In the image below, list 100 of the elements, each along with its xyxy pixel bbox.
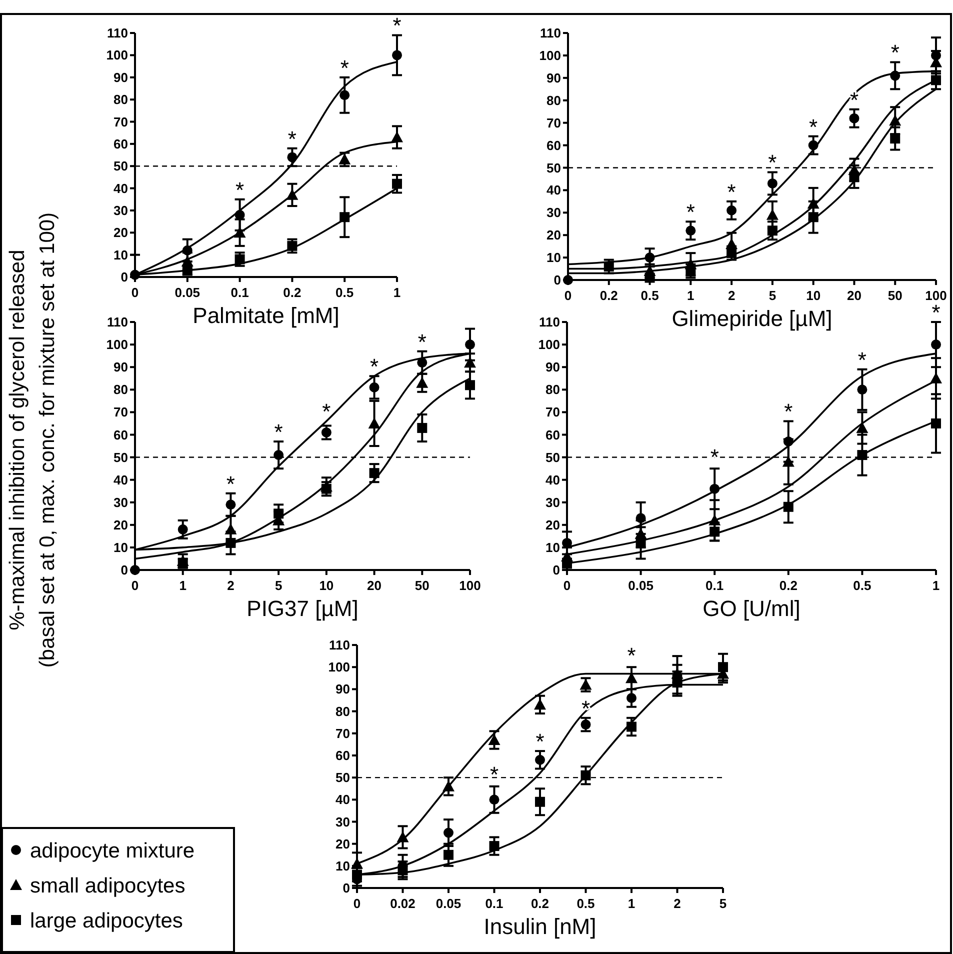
x-tick-label: 0 bbox=[564, 288, 572, 303]
y-tick-label: 30 bbox=[336, 814, 350, 830]
y-tick-label: 60 bbox=[114, 427, 128, 442]
annotation: * bbox=[418, 329, 427, 354]
x-tick-label: 0.05 bbox=[436, 896, 462, 911]
x-tick-label: 100 bbox=[925, 288, 947, 303]
y-tick-label: 80 bbox=[546, 92, 561, 108]
annotation: * bbox=[727, 179, 736, 204]
x-axis-title: PIG37 [µM] bbox=[246, 596, 358, 621]
y-tick-label: 50 bbox=[546, 450, 560, 465]
y-tick-label: 40 bbox=[114, 180, 128, 196]
y-tick-label: 0 bbox=[120, 270, 128, 285]
y-tick-label: 30 bbox=[114, 494, 128, 510]
y-tick-label: 0 bbox=[552, 562, 560, 578]
x-tick-label: 0.05 bbox=[628, 578, 654, 593]
annotation: * bbox=[932, 300, 941, 325]
x-tick-label: 0.5 bbox=[576, 896, 595, 911]
y-tick-label: 40 bbox=[546, 182, 561, 198]
x-tick-label: 1 bbox=[687, 288, 694, 303]
x-tick-label: 2 bbox=[728, 288, 736, 303]
y-tick-label: 50 bbox=[114, 450, 128, 465]
y-tick-label: 30 bbox=[546, 205, 561, 220]
y-tick-label: 10 bbox=[546, 540, 560, 556]
y-tick-label: 90 bbox=[546, 70, 561, 86]
annotation: * bbox=[226, 471, 236, 496]
x-tick-label: 0.5 bbox=[336, 285, 354, 300]
annotation: * bbox=[322, 399, 332, 424]
y-tick-label: 80 bbox=[114, 92, 128, 108]
x-tick-label: 1 bbox=[393, 285, 401, 300]
y-tick-label: 70 bbox=[114, 404, 128, 420]
y-tick-label: 20 bbox=[546, 228, 561, 243]
y-tick-label: 70 bbox=[114, 114, 128, 130]
y-tick-label: 110 bbox=[329, 638, 350, 653]
y-tick-label: 80 bbox=[114, 382, 128, 398]
x-axis-title: Palmitate [mM] bbox=[192, 303, 340, 328]
annotation: * bbox=[686, 200, 696, 225]
x-tick-label: 10 bbox=[806, 288, 821, 303]
y-tick-label: 100 bbox=[106, 337, 128, 352]
y-tick-label: 0 bbox=[120, 562, 128, 578]
x-tick-label: 10 bbox=[319, 578, 334, 593]
annotation: * bbox=[627, 642, 636, 668]
y-tick-label: 20 bbox=[114, 225, 128, 240]
x-axis-title: Glimepiride [µM] bbox=[672, 306, 832, 331]
x-tick-label: 0.5 bbox=[853, 578, 872, 593]
x-tick-label: 0.1 bbox=[706, 578, 724, 593]
x-tick-label: 50 bbox=[888, 288, 902, 303]
annotation: * bbox=[392, 13, 402, 38]
y-tick-label: 70 bbox=[546, 115, 561, 130]
y-axis-title: %-maximal inhibition of glycerol released (basal set at 0, max. conc. for mixture set at 100) bbox=[6, 212, 59, 668]
x-axis-title: Insulin [nM] bbox=[484, 914, 596, 939]
y-tick-label: 10 bbox=[546, 250, 561, 266]
x-tick-label: 0.5 bbox=[640, 288, 659, 303]
annotation: * bbox=[490, 762, 499, 788]
x-tick-label: 2 bbox=[227, 578, 234, 593]
y-tick-label: 10 bbox=[114, 540, 128, 556]
y-tick-label: 20 bbox=[336, 836, 350, 852]
y-tick-label: 110 bbox=[540, 26, 561, 41]
x-tick-label: 0 bbox=[353, 896, 361, 911]
x-tick-label: 0.2 bbox=[600, 288, 618, 303]
annotation: * bbox=[236, 177, 245, 202]
annotation: * bbox=[809, 114, 818, 140]
y-tick-label: 80 bbox=[336, 704, 350, 719]
y-tick-label: 10 bbox=[114, 247, 128, 262]
annotation: * bbox=[581, 696, 590, 721]
annotation: * bbox=[784, 399, 794, 424]
y-tick-label: 100 bbox=[538, 337, 560, 352]
y-tick-label: 20 bbox=[114, 517, 128, 532]
x-tick-label: 0 bbox=[563, 578, 571, 593]
y-tick-label: 30 bbox=[546, 494, 560, 510]
x-tick-label: 0 bbox=[131, 578, 139, 593]
x-tick-label: 100 bbox=[459, 578, 481, 593]
annotation: * bbox=[370, 354, 380, 380]
y-tick-label: 110 bbox=[107, 26, 128, 41]
y-tick-label: 110 bbox=[107, 314, 128, 330]
x-tick-label: 1 bbox=[628, 896, 636, 911]
y-tick-label: 80 bbox=[546, 382, 560, 398]
x-tick-label: 0.2 bbox=[283, 285, 302, 300]
x-tick-label: 1 bbox=[179, 578, 186, 593]
x-tick-label: 5 bbox=[719, 896, 727, 911]
y-tick-label: 70 bbox=[336, 726, 350, 741]
legend-label: large adipocytes bbox=[30, 909, 183, 932]
annotation: * bbox=[890, 40, 900, 66]
y-tick-label: 50 bbox=[336, 770, 350, 786]
y-tick-label: 60 bbox=[546, 427, 560, 442]
y-tick-label: 90 bbox=[546, 360, 560, 375]
x-tick-label: 20 bbox=[367, 578, 382, 593]
y-tick-label: 60 bbox=[546, 138, 561, 153]
annotation: * bbox=[858, 347, 867, 372]
y-tick-label: 90 bbox=[336, 682, 350, 697]
legend-label: small adipocytes bbox=[30, 874, 186, 898]
x-tick-label: 20 bbox=[846, 288, 862, 303]
y-tick-label: 60 bbox=[114, 136, 128, 152]
annotation: * bbox=[274, 419, 284, 444]
x-axis-title: GO [U/ml] bbox=[702, 596, 800, 621]
x-tick-label: 5 bbox=[768, 288, 776, 303]
y-tick-label: 60 bbox=[336, 748, 350, 764]
annotation: * bbox=[340, 55, 350, 80]
y-tick-label: 100 bbox=[328, 660, 350, 675]
y-tick-label: 110 bbox=[539, 314, 560, 330]
x-tick-label: 0.2 bbox=[530, 896, 550, 911]
